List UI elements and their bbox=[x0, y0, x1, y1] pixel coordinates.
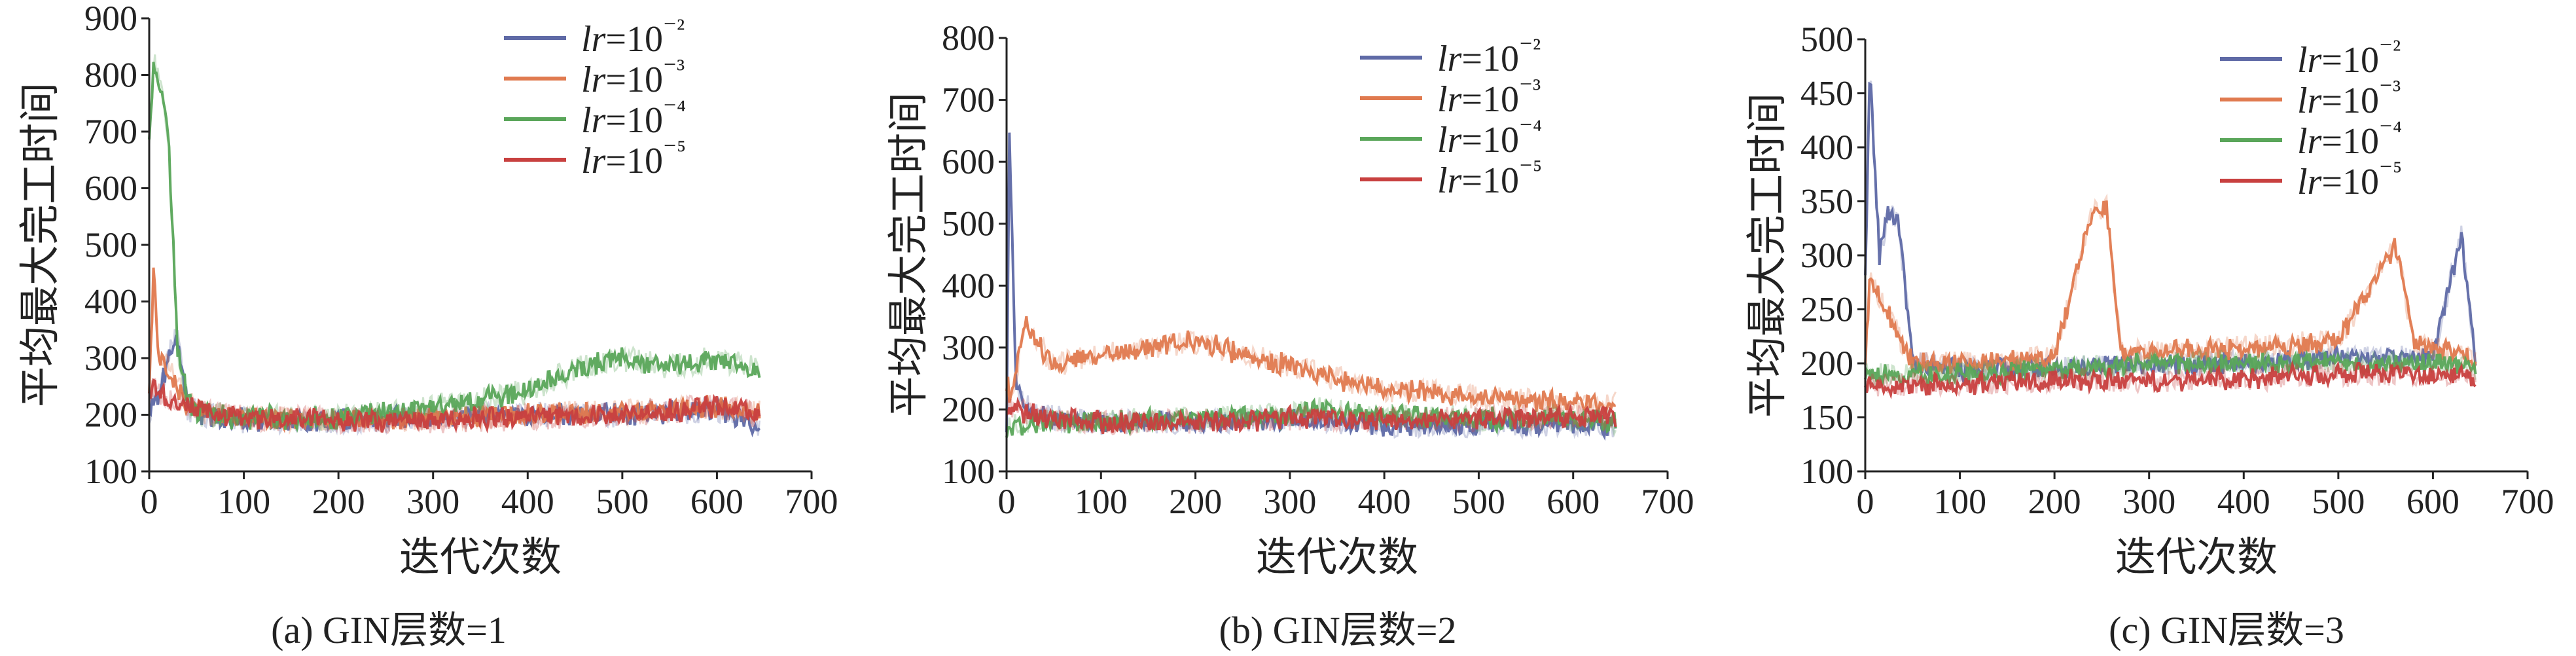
legend-label: lr=10⁻⁵ bbox=[2297, 156, 2402, 202]
x-tick-label: 700 bbox=[2501, 482, 2554, 521]
x-tick-label: 600 bbox=[1547, 482, 1600, 521]
y-tick-label: 100 bbox=[84, 452, 137, 491]
chart-panel-2: 0 100 200 300 400 500 600 700100200300400500600… bbox=[884, 18, 1694, 651]
legend: lr=10⁻²lr=10⁻³lr=10⁻⁴lr=10⁻⁵ bbox=[1360, 33, 1542, 201]
y-tick-label: 300 bbox=[1800, 236, 1853, 275]
x-tick-label: 100 bbox=[1075, 482, 1128, 521]
series-group bbox=[1864, 80, 2477, 400]
x-tick-label: 100 bbox=[1933, 482, 1986, 521]
y-tick-label: 500 bbox=[942, 204, 995, 244]
y-tick-label: 200 bbox=[84, 395, 137, 435]
x-tick-label: 600 bbox=[2406, 482, 2460, 521]
series-group bbox=[148, 54, 761, 437]
x-tick-label: 400 bbox=[2217, 482, 2270, 521]
series-line bbox=[1864, 350, 2477, 390]
x-tick-label: 300 bbox=[2122, 482, 2175, 521]
x-tick-label: 600 bbox=[690, 482, 743, 521]
legend-label: lr=10⁻⁴ bbox=[2297, 115, 2402, 162]
series-band bbox=[1864, 193, 2477, 378]
y-tick-label: 400 bbox=[942, 266, 995, 305]
legend-label: lr=10⁻⁵ bbox=[1437, 155, 1542, 201]
x-tick-label: 200 bbox=[312, 482, 365, 521]
series-band bbox=[1865, 347, 2477, 388]
y-tick-label: 800 bbox=[84, 56, 137, 95]
x-axis-label: 迭代次数 bbox=[2115, 533, 2278, 581]
y-tick-label: 100 bbox=[942, 452, 995, 491]
series-line bbox=[148, 378, 761, 434]
legend-label: lr=10⁻³ bbox=[581, 54, 685, 100]
x-tick-label: 700 bbox=[785, 482, 838, 521]
y-tick-label: 500 bbox=[84, 225, 137, 264]
series-line bbox=[1005, 396, 1617, 435]
y-tick-label: 500 bbox=[1800, 20, 1853, 59]
y-tick-label: 200 bbox=[942, 390, 995, 429]
legend: lr=10⁻²lr=10⁻³lr=10⁻⁴lr=10⁻⁵ bbox=[504, 13, 686, 181]
y-tick-label: 300 bbox=[84, 338, 137, 378]
x-tick-label: 200 bbox=[2028, 482, 2081, 521]
series-band bbox=[1005, 397, 1617, 437]
y-tick-label: 400 bbox=[1800, 128, 1853, 167]
series-band bbox=[148, 378, 760, 435]
chart-panel-1: 0 100 200 300 400 500 600 700100200300400500600… bbox=[16, 0, 838, 651]
legend-label: lr=10⁻³ bbox=[2297, 75, 2401, 121]
x-tick-label: 500 bbox=[1452, 482, 1505, 521]
legend: lr=10⁻²lr=10⁻³lr=10⁻⁴lr=10⁻⁵ bbox=[2220, 34, 2402, 202]
legend-label: lr=10⁻² bbox=[1437, 33, 1541, 79]
x-axis-label: 迭代次数 bbox=[1256, 533, 1418, 581]
y-tick-label: 400 bbox=[84, 282, 137, 321]
y-axis-label: 平均最大完工时间 bbox=[16, 82, 63, 407]
y-tick-label: 250 bbox=[1800, 290, 1853, 329]
y-tick-label: 700 bbox=[84, 112, 137, 151]
legend-label: lr=10⁻² bbox=[2297, 34, 2401, 81]
y-axis-label: 平均最大完工时间 bbox=[884, 92, 932, 417]
x-tick-label: 0 bbox=[141, 482, 158, 521]
legend-label: lr=10⁻⁴ bbox=[581, 94, 686, 141]
x-tick-label: 700 bbox=[1641, 482, 1694, 521]
y-tick-label: 100 bbox=[1800, 452, 1853, 491]
legend-label: lr=10⁻³ bbox=[1437, 73, 1541, 120]
series-line bbox=[1864, 200, 2477, 375]
y-tick-label: 200 bbox=[1800, 344, 1853, 383]
panel-caption: (a) GIN层数=1 bbox=[271, 609, 507, 651]
legend-label: lr=10⁻² bbox=[581, 13, 685, 60]
chart-panel-3: 0 100 200 300 400 500 600 700100150200250300350… bbox=[1743, 20, 2554, 651]
y-tick-label: 600 bbox=[942, 142, 995, 181]
legend-label: lr=10⁻⁴ bbox=[1437, 114, 1542, 160]
series-group bbox=[1005, 132, 1617, 441]
y-tick-label: 300 bbox=[942, 328, 995, 367]
x-tick-label: 100 bbox=[217, 482, 270, 521]
y-tick-label: 600 bbox=[84, 169, 137, 208]
x-tick-label: 0 bbox=[998, 482, 1016, 521]
x-tick-label: 400 bbox=[501, 482, 554, 521]
x-tick-label: 500 bbox=[596, 482, 649, 521]
y-tick-label: 700 bbox=[942, 81, 995, 120]
x-tick-label: 200 bbox=[1169, 482, 1222, 521]
x-tick-label: 300 bbox=[1263, 482, 1316, 521]
x-tick-label: 300 bbox=[406, 482, 459, 521]
x-tick-label: 500 bbox=[2312, 482, 2365, 521]
panel-caption: (b) GIN层数=2 bbox=[1219, 609, 1457, 651]
y-axis-label: 平均最大完工时间 bbox=[1743, 93, 1791, 418]
x-tick-label: 400 bbox=[1358, 482, 1411, 521]
series-line bbox=[1864, 360, 2477, 400]
y-tick-label: 350 bbox=[1800, 182, 1853, 221]
series-line bbox=[1005, 316, 1617, 416]
y-tick-label: 800 bbox=[942, 18, 995, 58]
y-tick-label: 900 bbox=[84, 0, 137, 38]
y-tick-label: 150 bbox=[1800, 398, 1853, 437]
x-axis-label: 迭代次数 bbox=[399, 533, 562, 581]
x-tick-label: 0 bbox=[1857, 482, 1874, 521]
panel-caption: (c) GIN层数=3 bbox=[2109, 609, 2344, 651]
legend-label: lr=10⁻⁵ bbox=[581, 135, 686, 181]
y-tick-label: 450 bbox=[1800, 74, 1853, 113]
